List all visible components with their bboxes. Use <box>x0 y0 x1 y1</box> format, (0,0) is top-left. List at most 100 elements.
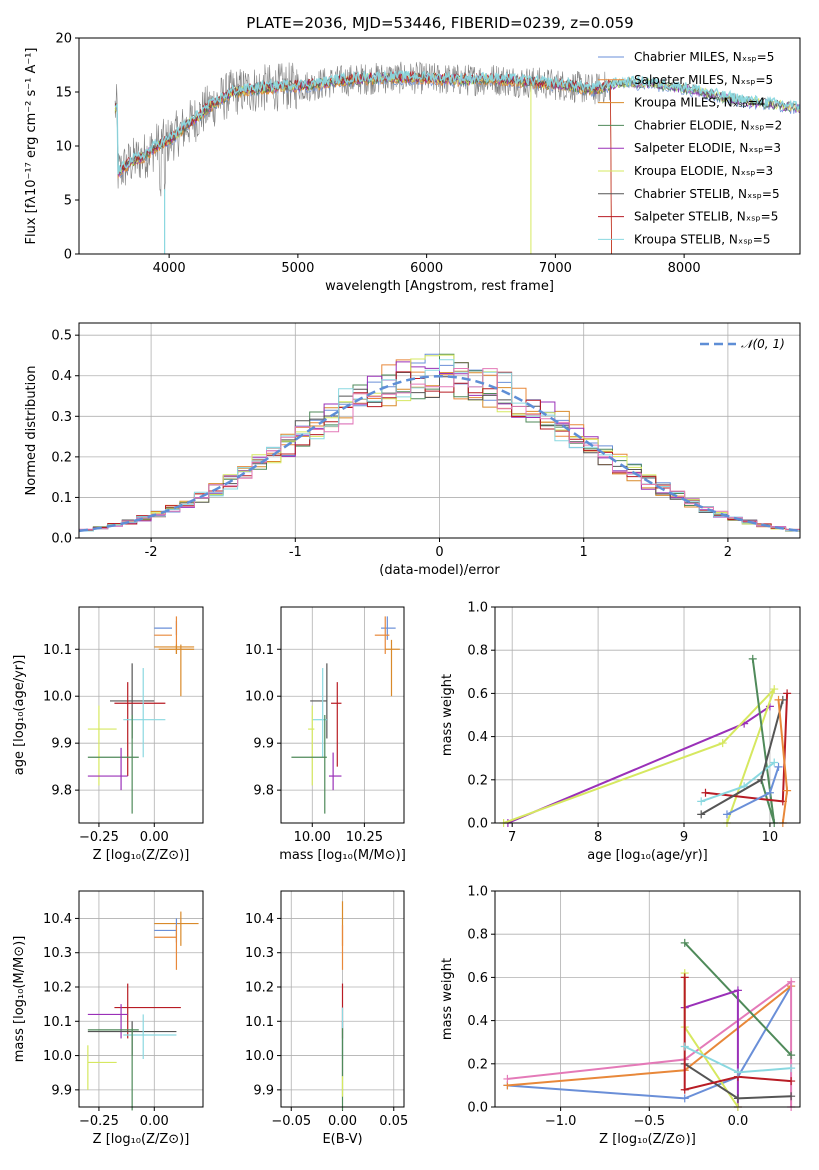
series-marker <box>765 788 774 797</box>
x-axis-label: (data-model)/error <box>379 563 500 578</box>
model-spectrum-line <box>114 74 612 254</box>
y-tick-label: 0.4 <box>467 730 488 745</box>
series-marker <box>770 685 779 694</box>
x-tick-label: 0.00 <box>328 1114 357 1129</box>
series-marker <box>787 977 796 986</box>
y-tick-label: 0.0 <box>51 532 72 547</box>
legend-label: Kroupa MILES, Nₓₛₚ=4 <box>634 96 765 110</box>
x-tick-label: 0.00 <box>140 1114 169 1129</box>
y-tick-label: 10.0 <box>245 1049 274 1064</box>
histogram-step-line <box>79 368 800 532</box>
x-tick-label: 9 <box>680 830 688 845</box>
x-tick-label: −1.0 <box>545 1114 577 1129</box>
series-marker <box>680 973 689 982</box>
y-tick-label: 10 <box>55 140 72 155</box>
legend-label: Kroupa ELODIE, Nₓₛₚ=3 <box>634 164 773 178</box>
series-marker <box>697 797 706 806</box>
axes-frame <box>78 322 801 539</box>
series-marker <box>680 1094 689 1103</box>
series-marker <box>680 1042 689 1051</box>
x-tick-label: 7000 <box>539 261 572 276</box>
y-tick-label: 0.6 <box>467 971 488 986</box>
observed-spectrum-line <box>114 61 611 197</box>
x-axis-label: Z [log₁₀(Z/Z⊙)] <box>599 1132 696 1147</box>
y-tick-label: 5 <box>64 194 72 209</box>
series-marker <box>787 1064 796 1073</box>
y-tick-label: 9.9 <box>253 737 274 752</box>
series-marker <box>722 810 731 819</box>
x-tick-label: 0.00 <box>140 830 169 845</box>
x-tick-label: −0.05 <box>271 1114 311 1129</box>
x-tick-label: 0 <box>435 545 443 560</box>
y-tick-label: 1.0 <box>467 885 488 900</box>
x-tick-label: 8 <box>594 830 602 845</box>
y-tick-label: 10.2 <box>245 981 274 996</box>
x-tick-label: 10 <box>762 830 779 845</box>
model-spectrum-line <box>114 72 800 173</box>
y-tick-label: 0.8 <box>467 928 488 943</box>
y-tick-label: 0.4 <box>51 369 72 384</box>
x-tick-label: -2 <box>145 545 158 560</box>
mass-vs-metallicity-panel: −0.25 0.00 9.9 10.0 10.1 10.2 10.3 10.4 Z [log₁₀… <box>12 890 204 1147</box>
x-tick-label: 6000 <box>410 261 443 276</box>
x-tick-label: 2 <box>724 545 732 560</box>
series-line <box>503 688 776 824</box>
series-marker <box>701 788 710 797</box>
y-tick-label: 0.6 <box>467 687 488 702</box>
x-axis-label: Z [log₁₀(Z/Z⊙)] <box>93 1132 190 1147</box>
x-tick-label: -1 <box>289 545 302 560</box>
series-marker <box>733 1068 742 1077</box>
y-tick-label: 0.0 <box>467 817 488 832</box>
y-tick-label: 10.3 <box>245 946 274 961</box>
y-tick-label: 10.0 <box>43 690 72 705</box>
legend-label: Chabrier ELODIE, Nₓₛₚ=2 <box>634 118 782 132</box>
y-tick-label: 10.0 <box>245 690 274 705</box>
y-tick-label: 10.4 <box>245 912 274 927</box>
y-axis-label: Normed distribution <box>24 366 39 496</box>
y-tick-label: 0.3 <box>51 410 72 425</box>
x-tick-label: −0.25 <box>79 830 119 845</box>
model-spectrum-line <box>114 69 800 175</box>
y-tick-label: 10.1 <box>245 643 274 658</box>
y-tick-label: 10.2 <box>43 981 72 996</box>
y-tick-label: 0.0 <box>467 1101 488 1116</box>
axes-frame <box>78 606 204 824</box>
y-tick-label: 9.9 <box>253 1083 274 1098</box>
series-line <box>683 977 792 1091</box>
y-tick-label: 10.1 <box>245 1015 274 1030</box>
series-marker <box>680 938 689 947</box>
mass-weight-vs-age-panel: 7 8 9 10 0.0 0.2 0.4 0.6 0.8 1.0 age [log₁₀(age/yr… <box>440 601 801 863</box>
series-marker <box>787 1092 796 1101</box>
y-tick-label: 9.8 <box>253 784 274 799</box>
y-tick-label: 10.3 <box>43 946 72 961</box>
series-marker <box>770 758 779 767</box>
y-tick-label: 15 <box>55 86 72 101</box>
series-line <box>507 985 792 1100</box>
y-axis-label: age [log₁₀(age/yr)] <box>12 655 27 776</box>
x-axis-label: age [log₁₀(age/yr)] <box>587 848 708 863</box>
y-axis-label: mass [log₁₀(M/M⊙)] <box>12 936 27 1063</box>
x-tick-label: −0.5 <box>633 1114 665 1129</box>
y-tick-label: 10.1 <box>43 1015 72 1030</box>
series-marker <box>733 986 742 995</box>
legend-label: Chabrier STELIB, Nₓₛₚ=5 <box>634 187 780 201</box>
y-tick-label: 0.2 <box>467 1057 488 1072</box>
series-marker <box>748 654 757 663</box>
x-tick-label: 7 <box>508 830 516 845</box>
legend-label: Salpeter MILES, Nₓₛₚ=5 <box>634 73 773 87</box>
legend-label: 𝒩(0, 1) <box>741 337 785 351</box>
series-marker <box>783 786 792 795</box>
x-tick-label: 10.25 <box>346 830 383 845</box>
y-tick-label: 0.5 <box>51 329 72 344</box>
figure-title: PLATE=2036, MJD=53446, FIBERID=0239, z=0… <box>246 14 633 32</box>
x-axis-label: wavelength [Angstrom, rest frame] <box>325 279 554 294</box>
x-tick-label: 4000 <box>153 261 186 276</box>
x-axis-label: mass [log₁₀(M/M⊙)] <box>279 848 406 863</box>
axes-frame <box>494 890 801 1108</box>
x-tick-label: 10.00 <box>294 830 331 845</box>
y-axis-label: Flux [fλ10⁻¹⁷ erg cm⁻² s⁻¹ A⁻¹] <box>24 48 39 245</box>
residual-histogram-panel: -2 -1 0 1 2 0.0 0.1 0.2 0.3 0.4 0.5 (data-model)/er… <box>24 322 801 578</box>
y-tick-label: 0.8 <box>467 644 488 659</box>
y-tick-label: 9.8 <box>51 784 72 799</box>
axes-frame <box>78 890 204 1108</box>
